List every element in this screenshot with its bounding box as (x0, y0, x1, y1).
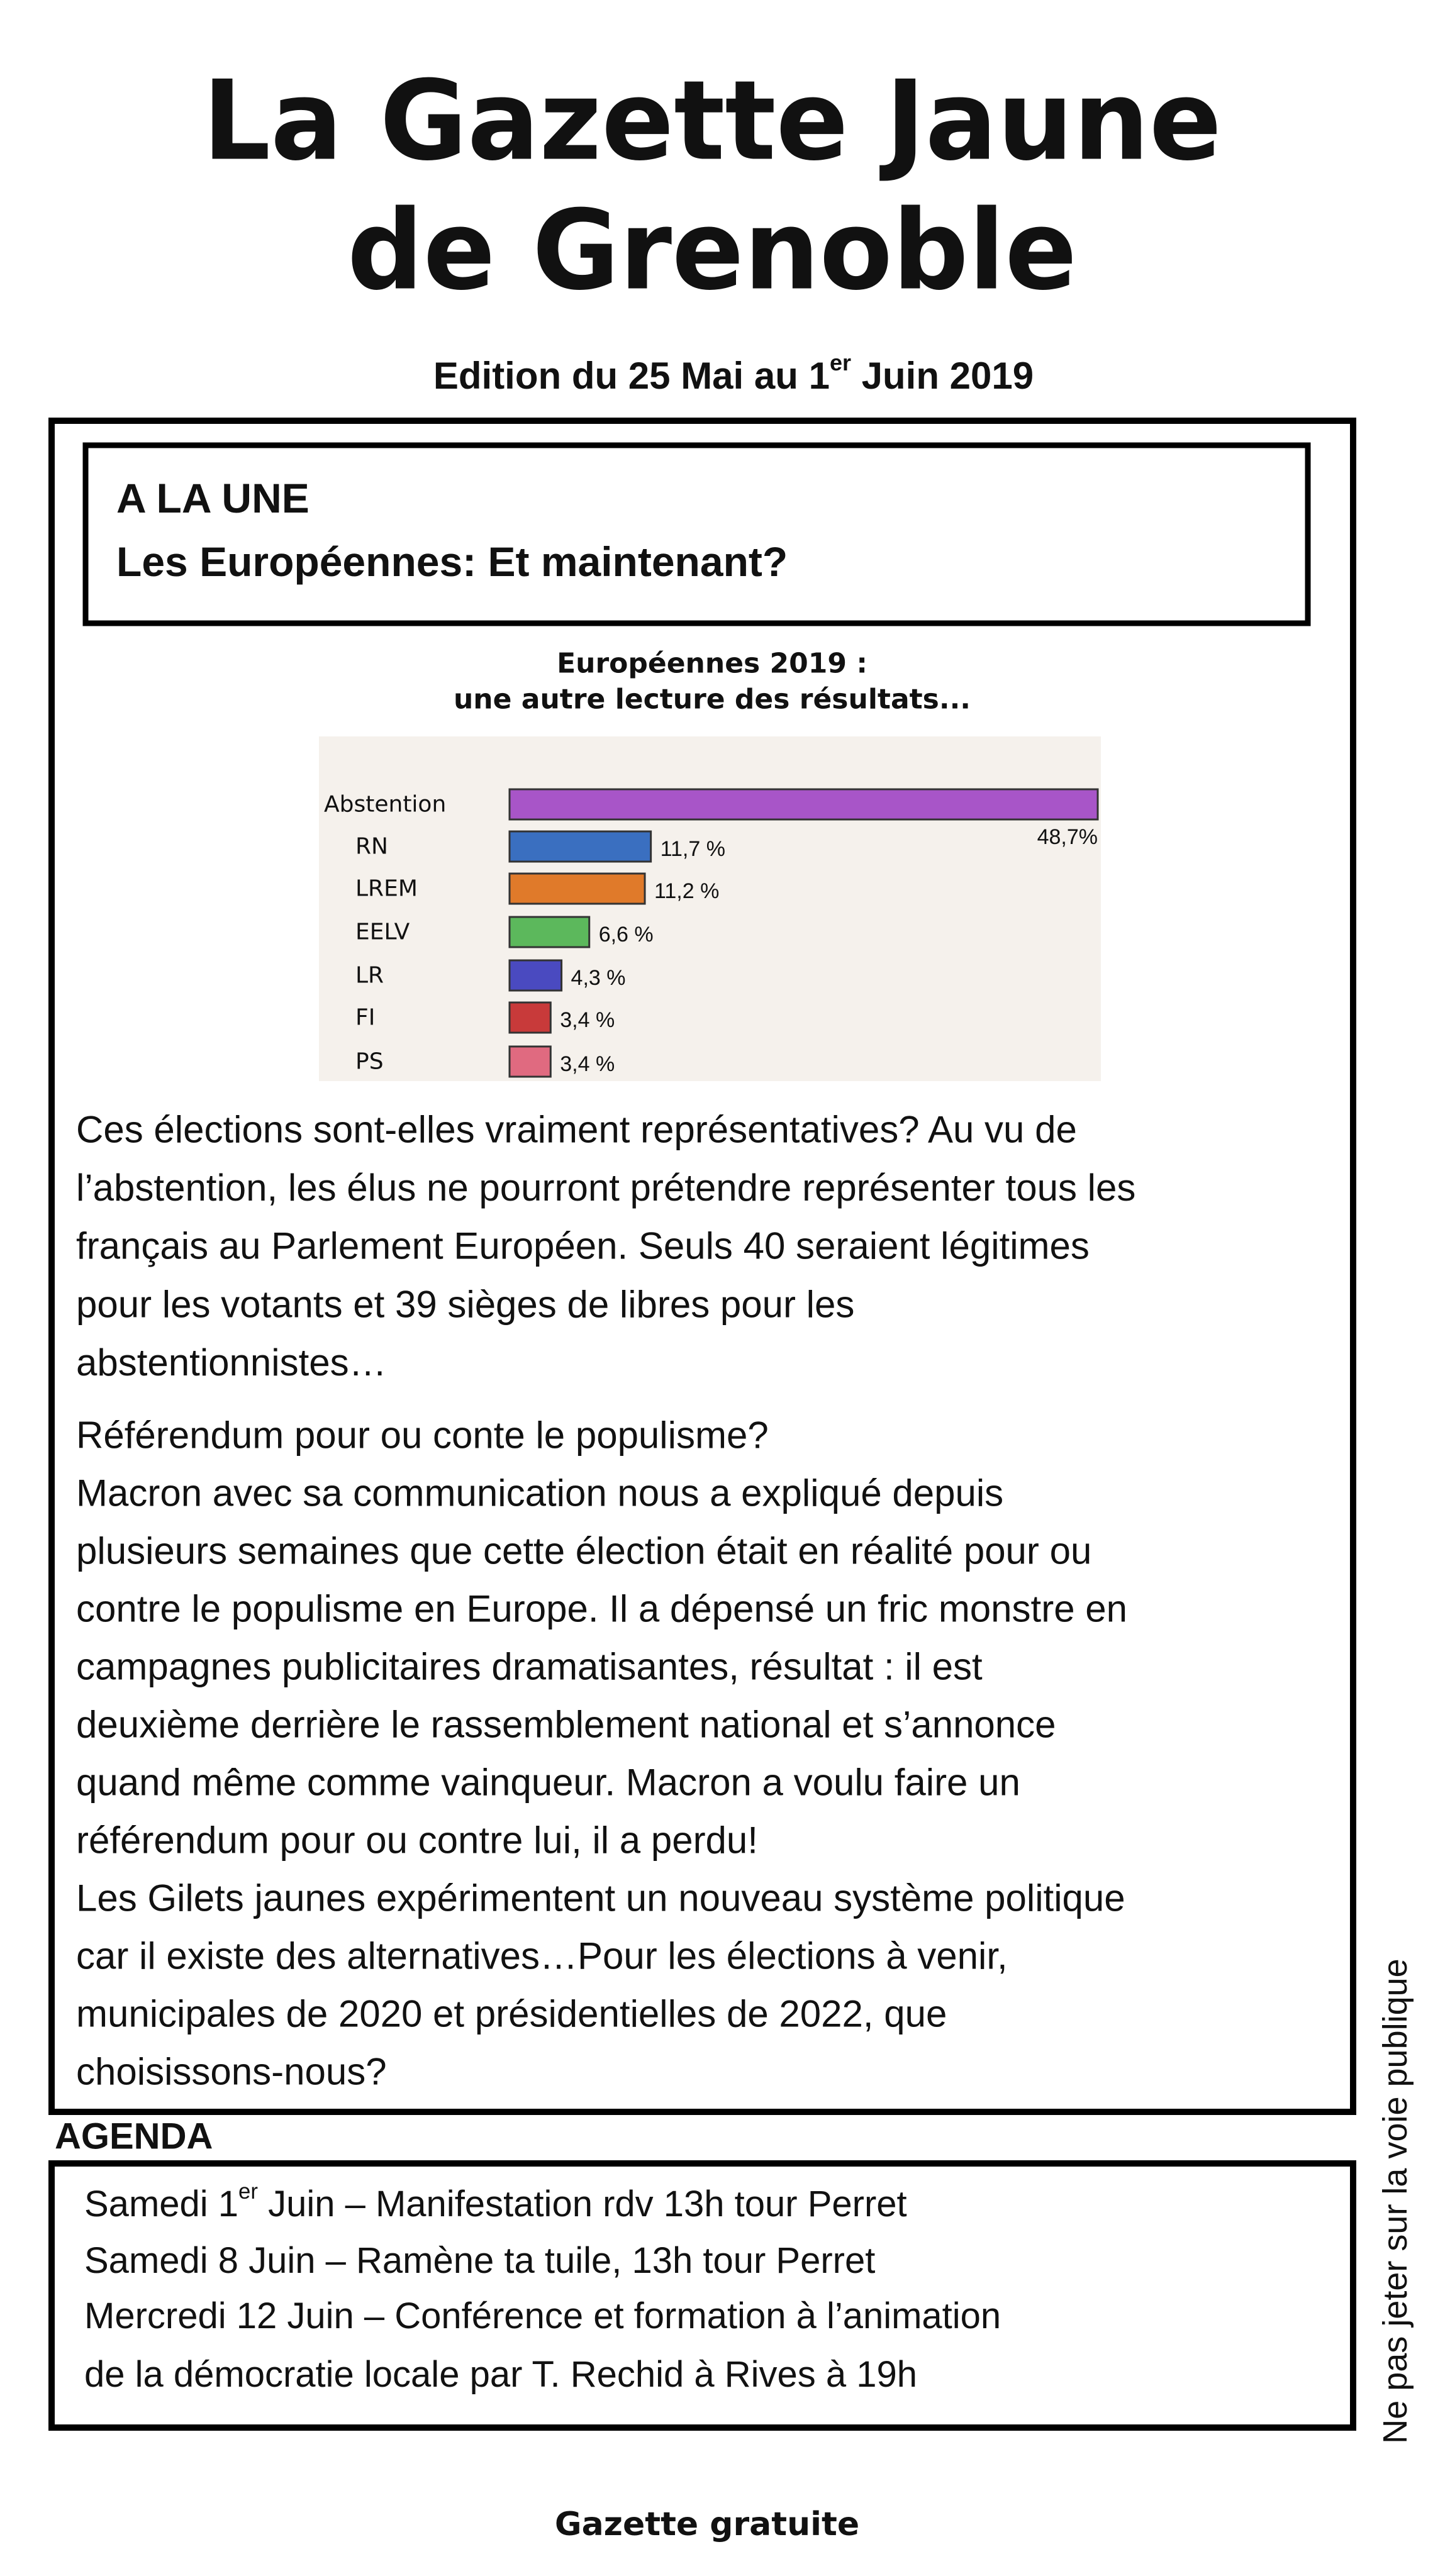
bar-value: 3,4 % (560, 1052, 615, 1076)
article-line: municipales de 2020 et présidentielles d… (76, 1993, 947, 2035)
bar-value: 3,4 % (560, 1008, 615, 1032)
bar (508, 788, 1099, 821)
bar (508, 872, 646, 905)
article-line: Ces élections sont-elles vraiment représ… (76, 1109, 1077, 1151)
text-part: Juin 2019 (851, 355, 1034, 397)
text-part: Mercredi 12 Juin – Conférence et formati… (84, 2296, 1001, 2336)
agenda-item: Samedi 1er Juin – Manifestation rdv 13h … (84, 2179, 907, 2224)
text-part: er (238, 2179, 258, 2204)
title-line: La Gazette Jaune (203, 58, 1222, 186)
bar (508, 1045, 552, 1078)
article-line: référendum pour ou contre lui, il a perd… (76, 1819, 758, 1862)
bar (508, 959, 563, 992)
article-line: contre le populisme en Europe. Il a dépe… (76, 1588, 1127, 1630)
article-line: choisissons-nous? (76, 2051, 387, 2093)
text-part: Edition du 25 Mai au 1 (433, 355, 830, 397)
chart-background (319, 736, 1101, 1081)
bar-value: 48,7% (1037, 825, 1098, 849)
section-label: A LA UNE (116, 475, 310, 521)
article-line: français au Parlement Européen. Seuls 40… (76, 1225, 1090, 1267)
side-note: Ne pas jeter sur la voie publique (1376, 1958, 1414, 2443)
chart-title: une autre lecture des résultats... (454, 684, 971, 716)
bar-category: FI (355, 1005, 375, 1031)
bar-category: Abstention (324, 792, 446, 818)
headline-frame (82, 442, 1311, 626)
text-part: er (830, 350, 851, 375)
article-line: Les Gilets jaunes expérimentent un nouve… (76, 1877, 1125, 1919)
text-part: Samedi 8 Juin – Ramène ta tuile, 13h tou… (84, 2240, 875, 2281)
article-line: deuxième derrière le rassemblement natio… (76, 1704, 1056, 1746)
article-line: car il existe des alternatives…Pour les … (76, 1935, 1008, 1977)
bar-value: 11,7 % (661, 837, 725, 861)
article-line: l’abstention, les élus ne pourront préte… (76, 1167, 1135, 1209)
agenda-title: AGENDA (55, 2116, 213, 2157)
bar-category: EELV (355, 919, 410, 945)
chart-title: Européennes 2019 : (557, 648, 867, 680)
text-part: de la démocratie locale par T. Rechid à … (84, 2354, 917, 2395)
bar-category: PS (355, 1049, 384, 1075)
article-line: campagnes publicitaires dramatisantes, r… (76, 1646, 983, 1688)
text-part: Samedi 1 (84, 2184, 238, 2224)
footer-label: Gazette gratuite (555, 2506, 859, 2543)
bar-value: 4,3 % (571, 966, 626, 990)
bar (508, 1001, 552, 1034)
agenda-frame (48, 2160, 1356, 2431)
bar-value: 6,6 % (599, 923, 654, 947)
edition: Edition du 25 Mai au 1er Juin 2019 (433, 350, 1034, 397)
article-line: Macron avec sa communication nous a expl… (76, 1472, 1003, 1514)
bar-category: LREM (355, 876, 418, 902)
article-line: plusieurs semaines que cette élection ét… (76, 1530, 1091, 1572)
agenda-item: Samedi 8 Juin – Ramène ta tuile, 13h tou… (84, 2240, 875, 2281)
bar-category: LR (355, 963, 384, 989)
article-line: abstentionnistes… (76, 1341, 387, 1384)
text-part: Juin – Manifestation rdv 13h tour Perret (258, 2184, 907, 2224)
agenda-item: de la démocratie locale par T. Rechid à … (84, 2354, 917, 2395)
bar (508, 830, 652, 863)
article-line: Référendum pour ou conte le populisme? (76, 1414, 769, 1457)
headline: Les Européennes: Et maintenant? (116, 538, 788, 585)
article-line: pour les votants et 39 sièges de libres … (76, 1283, 854, 1325)
main-frame (48, 418, 1356, 2115)
agenda-item: Mercredi 12 Juin – Conférence et formati… (84, 2296, 1001, 2336)
bar-value: 11,2 % (654, 879, 719, 903)
title-line: de Grenoble (347, 187, 1077, 315)
article-line: quand même comme vainqueur. Macron a vou… (76, 1762, 1020, 1804)
bar (508, 916, 591, 948)
bar-category: RN (355, 834, 388, 860)
